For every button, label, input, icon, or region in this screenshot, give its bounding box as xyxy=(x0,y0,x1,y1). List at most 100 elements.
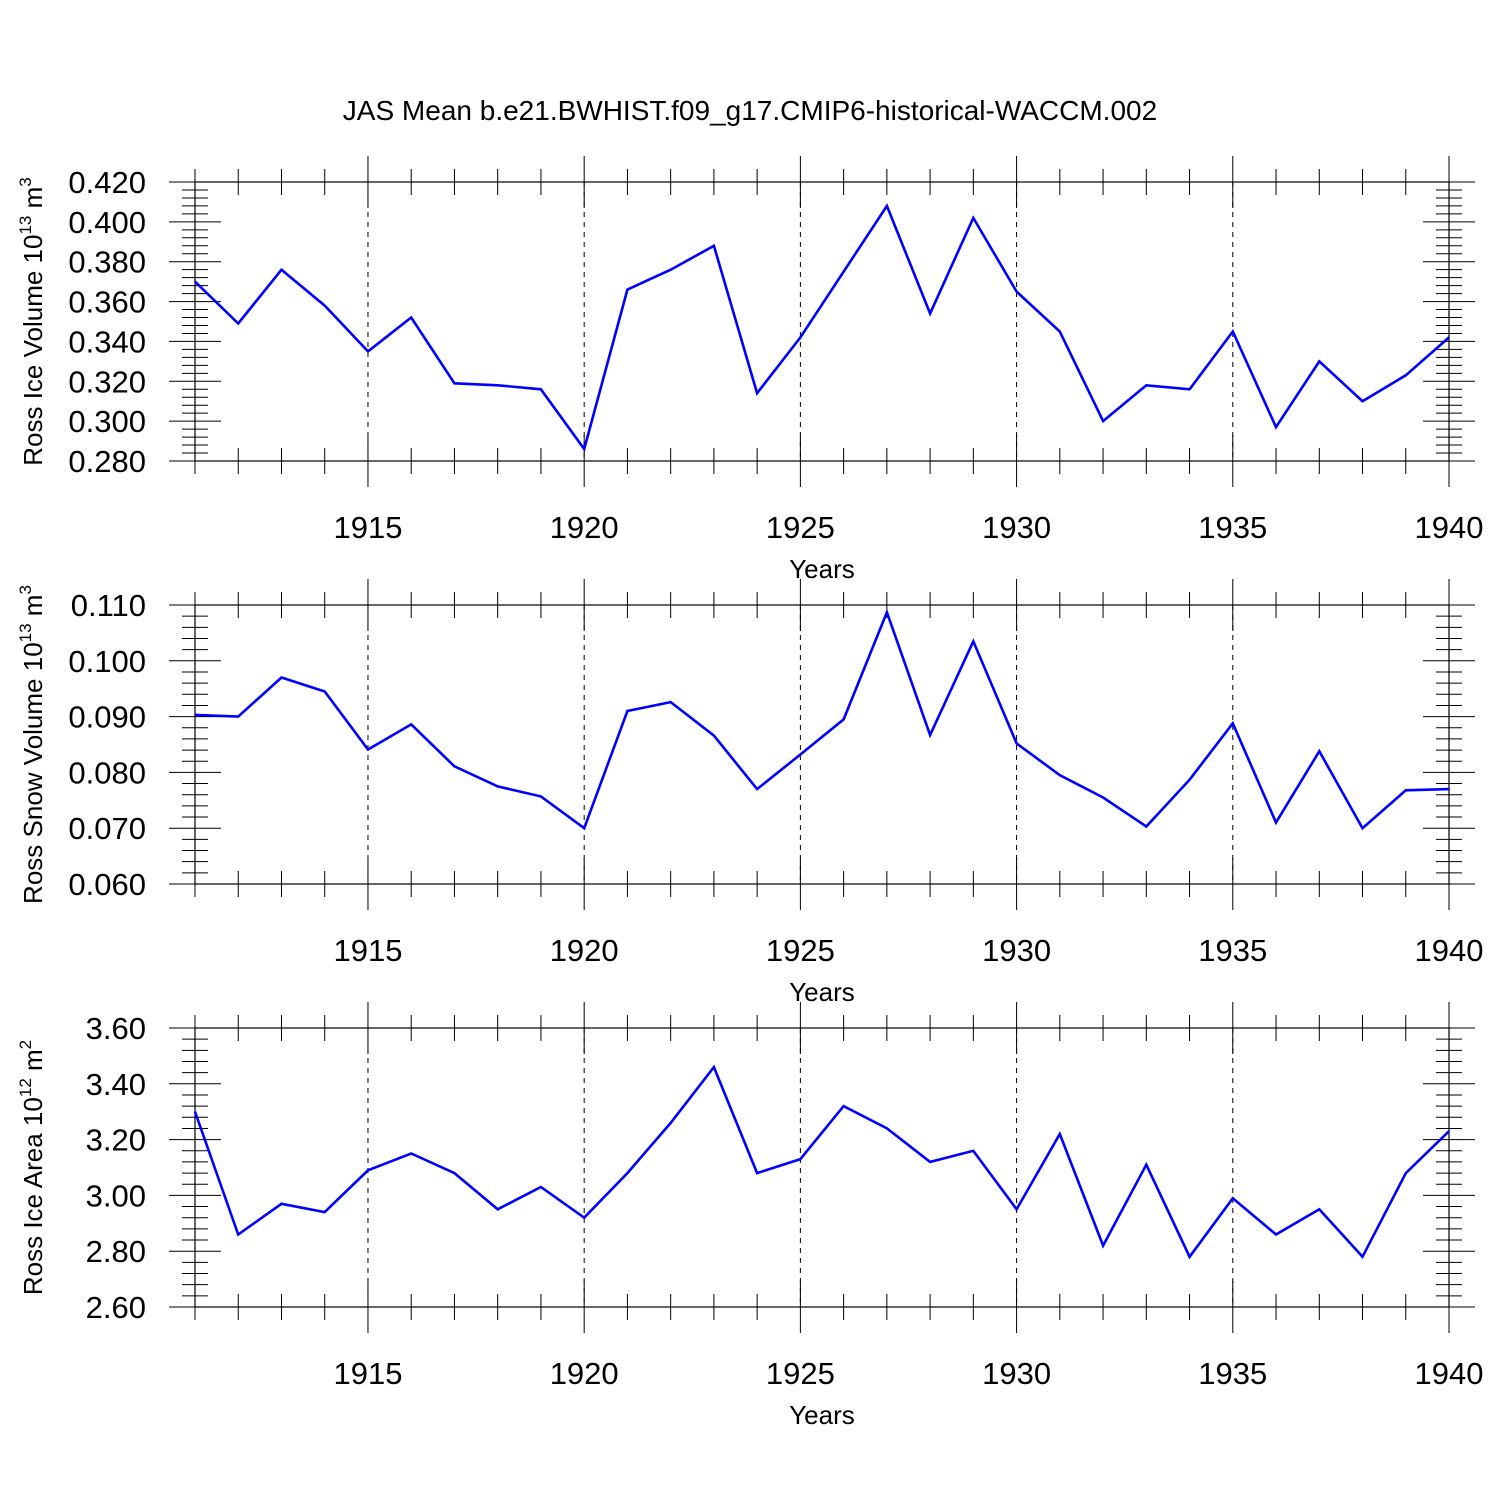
data-point xyxy=(1102,796,1104,799)
data-point xyxy=(669,268,672,271)
data-point xyxy=(626,1172,629,1174)
data-point xyxy=(410,723,413,726)
x-tick-label: 1925 xyxy=(766,933,835,968)
data-point xyxy=(1015,742,1018,745)
x-tick-label: 1920 xyxy=(550,510,619,545)
data-point xyxy=(929,1161,931,1163)
data-point xyxy=(756,392,758,395)
data-point xyxy=(626,288,629,291)
data-point xyxy=(1059,1133,1061,1135)
y-axis-label: Ross Ice Area 1012 m2 xyxy=(16,1040,48,1295)
data-point xyxy=(410,316,413,319)
data-point xyxy=(1404,1172,1407,1174)
y-tick-label: 0.400 xyxy=(68,205,146,240)
data-point xyxy=(1188,778,1191,781)
x-tick-label: 1920 xyxy=(550,933,619,968)
data-point xyxy=(1404,374,1407,377)
data-point xyxy=(972,640,975,643)
data-point xyxy=(756,1172,758,1174)
data-point xyxy=(280,1202,283,1205)
data-point xyxy=(1448,788,1450,790)
panel-1: 0.280 0.300 0.320 0.340 0.360 0.380 0.400 0.420… xyxy=(16,156,1483,584)
data-point xyxy=(540,388,542,391)
data-point xyxy=(453,765,456,768)
data-point xyxy=(367,1169,369,1172)
y-axis-label: Ross Ice Volume 1013 m3 xyxy=(16,177,48,466)
y-tick-label: 0.060 xyxy=(68,867,146,902)
y-tick-label: 3.40 xyxy=(86,1067,146,1102)
y-tick-label: 0.080 xyxy=(68,755,146,790)
data-point xyxy=(194,1110,196,1113)
x-tick-label: 1915 xyxy=(333,510,402,545)
data-point xyxy=(1231,330,1234,333)
data-point xyxy=(1361,827,1364,829)
data-point xyxy=(237,715,240,718)
x-tick-label: 1920 xyxy=(550,1356,619,1391)
chart-title: JAS Mean b.e21.BWHIST.f09_g17.CMIP6-hist… xyxy=(343,95,1157,126)
data-point xyxy=(669,1122,672,1124)
x-tick-label: 1930 xyxy=(982,1356,1051,1391)
data-series-line xyxy=(193,1064,1450,1260)
x-axis-label: Years xyxy=(789,554,855,584)
data-point xyxy=(1361,1255,1364,1258)
data-point xyxy=(540,795,542,798)
x-tick-label: 1930 xyxy=(982,510,1051,545)
data-point xyxy=(842,270,845,273)
y-tick-label: 3.60 xyxy=(86,1011,146,1046)
data-point xyxy=(453,1172,456,1174)
y-tick-label: 0.320 xyxy=(68,364,146,399)
x-axis-label: Years xyxy=(789,1400,855,1430)
y-tick-label: 0.420 xyxy=(68,165,146,200)
data-point xyxy=(237,322,240,325)
y-axis-label-unit-exponent: 3 xyxy=(16,585,35,594)
data-point xyxy=(1448,1130,1450,1133)
data-point xyxy=(1318,750,1321,752)
data-point xyxy=(929,312,931,315)
data-point xyxy=(1059,774,1061,776)
data-point xyxy=(1059,330,1061,333)
y-axis-label-unit: m xyxy=(18,1049,48,1078)
data-point xyxy=(1015,1208,1018,1211)
panel-2: 0.060 0.070 0.080 0.090 0.100 0.110 1915 1920 19… xyxy=(16,579,1483,1007)
data-point xyxy=(323,1211,326,1213)
y-axis-label-main: Ross Ice Volume 10 xyxy=(18,235,48,466)
data-point xyxy=(583,448,585,450)
data-point xyxy=(280,268,283,271)
x-tick-label: 1915 xyxy=(333,933,402,968)
data-point xyxy=(410,1152,413,1155)
data-point xyxy=(799,1158,802,1160)
data-point xyxy=(1275,821,1277,824)
x-tick-label: 1935 xyxy=(1198,1356,1267,1391)
data-point xyxy=(1102,420,1104,422)
data-point xyxy=(583,1216,585,1219)
y-tick-label: 3.00 xyxy=(86,1178,146,1213)
data-point xyxy=(367,350,369,353)
y-tick-label: 0.070 xyxy=(68,811,146,846)
data-series-line xyxy=(194,608,1450,831)
y-tick-label: 0.110 xyxy=(71,588,146,623)
data-point xyxy=(972,217,975,219)
data-point xyxy=(626,710,629,712)
data-point xyxy=(972,1149,975,1152)
data-point xyxy=(886,1127,888,1130)
y-tick-label: 0.300 xyxy=(68,404,146,439)
data-point xyxy=(1404,789,1407,792)
data-point xyxy=(496,785,499,788)
data-point xyxy=(540,1186,542,1188)
y-axis-label-main: Ross Ice Area 10 xyxy=(18,1097,48,1295)
data-point xyxy=(1275,1233,1277,1236)
y-axis-label-unit-exponent: 3 xyxy=(16,177,35,186)
data-point xyxy=(194,714,196,716)
data-point xyxy=(842,1105,845,1107)
data-point xyxy=(1275,426,1277,428)
data-point xyxy=(886,205,888,207)
data-point xyxy=(323,304,326,307)
data-point xyxy=(280,676,283,679)
data-point xyxy=(194,280,196,283)
data-point xyxy=(1231,722,1234,725)
data-point xyxy=(1145,825,1148,828)
data-point xyxy=(799,753,802,756)
data-point xyxy=(496,384,499,387)
plot-frame xyxy=(194,1027,1450,1308)
x-tick-label: 1930 xyxy=(982,933,1051,968)
